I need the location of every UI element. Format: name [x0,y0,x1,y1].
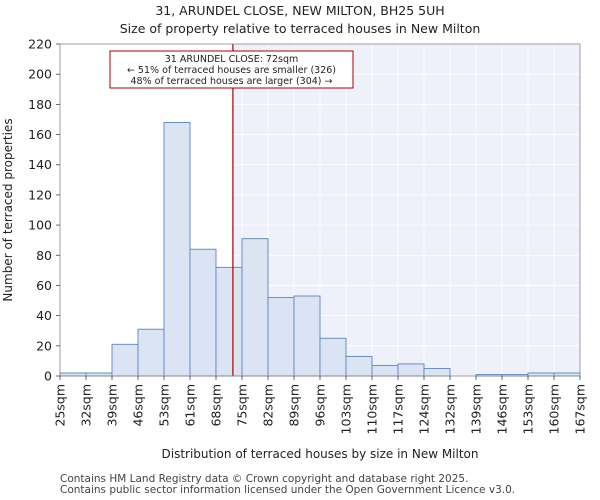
x-tick-label-103sqm: 103sqm [339,384,354,434]
x-tick-label-46sqm: 46sqm [131,384,146,427]
bar-53sqm [163,122,191,377]
x-tick-label-25sqm: 25sqm [53,384,68,427]
y-tick-label-120: 120 [28,187,52,202]
chart-subtitle: Size of property relative to terraced ho… [119,21,481,36]
footer-copyright: Contains HM Land Registry data © Crown c… [60,473,469,485]
x-tick-label-146sqm: 146sqm [495,384,510,434]
x-tick-label-117sqm: 117sqm [391,384,406,434]
footer-licence: Contains public sector information licen… [60,484,516,496]
y-tick-label-0: 0 [44,369,52,384]
x-tick-label-96sqm: 96sqm [313,384,328,427]
x-tick-label-53sqm: 53sqm [157,384,172,427]
y-axis-label: Number of terraced properties [1,118,15,301]
bar-46sqm [137,328,165,377]
y-tick-label-20: 20 [36,338,52,353]
x-tick-label-153sqm: 153sqm [521,384,536,434]
y-tick-label-80: 80 [36,248,52,263]
bar-160sqm [553,372,581,377]
bar-89sqm [293,295,321,377]
x-tick-label-167sqm: 167sqm [573,384,588,434]
y-tick-label-160: 160 [28,127,52,142]
annotation-line-3: 48% of terraced houses are larger (304) … [131,76,333,87]
x-tick-label-82sqm: 82sqm [261,384,276,427]
bar-96sqm [319,337,347,377]
bar-61sqm [189,248,217,377]
y-tick-label-220: 220 [28,37,52,52]
y-tick-label-100: 100 [28,218,52,233]
bar-32sqm [85,372,113,377]
x-tick-label-75sqm: 75sqm [235,384,250,427]
x-tick-label-61sqm: 61sqm [183,384,198,427]
y-axis: 0 20 40 60 80 100 120 140 160 180 200 220 [28,37,60,384]
x-tick-label-110sqm: 110sqm [365,384,380,434]
bar-82sqm [267,297,295,377]
bar-68sqm [215,266,243,377]
x-axis: 25sqm 32sqm 39sqm 46sqm 53sqm 61sqm 68sqm 75sqm… [53,376,588,434]
bar-124sqm [423,368,451,377]
bar-110sqm [371,364,399,377]
x-tick-label-124sqm: 124sqm [417,384,432,434]
y-tick-label-140: 140 [28,157,52,172]
x-tick-label-160sqm: 160sqm [547,384,562,434]
x-tick-label-39sqm: 39sqm [105,384,120,427]
x-tick-label-89sqm: 89sqm [287,384,302,427]
x-tick-label-32sqm: 32sqm [79,384,94,427]
x-tick-label-139sqm: 139sqm [469,384,484,434]
y-tick-label-60: 60 [36,278,52,293]
chart-title: 31, ARUNDEL CLOSE, NEW MILTON, BH25 5UH [155,3,445,18]
bar-153sqm [527,372,555,377]
annotation-box: 31 ARUNDEL CLOSE: 72sqm ← 51% of terrace… [109,50,354,89]
bar-117sqm [397,363,425,377]
bars [59,122,581,377]
bar-25sqm [59,372,87,377]
y-tick-label-180: 180 [28,97,52,112]
x-tick-label-132sqm: 132sqm [443,384,458,434]
x-tick-label-68sqm: 68sqm [209,384,224,427]
annotation-frame [109,50,354,89]
annotation-line-2: ← 51% of terraced houses are smaller (32… [127,65,336,76]
y-tick-label-40: 40 [36,308,52,323]
x-axis-label: Distribution of terraced houses by size … [162,447,479,461]
y-tick-label-200: 200 [28,67,52,82]
bar-75sqm [241,238,269,377]
annotation-line-1: 31 ARUNDEL CLOSE: 72sqm [165,54,299,65]
bar-103sqm [345,355,373,377]
bar-39sqm [111,343,139,377]
